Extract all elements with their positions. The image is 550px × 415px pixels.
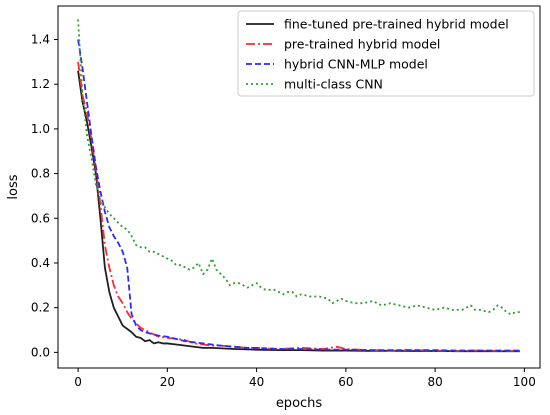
x-tick-label: 40 <box>249 375 264 389</box>
legend-label-0: fine-tuned pre-trained hybrid model <box>284 17 509 32</box>
x-tick-label: 60 <box>338 375 353 389</box>
x-axis-title: epochs <box>276 396 323 411</box>
series-line-2 <box>77 39 520 352</box>
y-tick-label: 0.6 <box>31 211 50 225</box>
y-tick-label: 0.2 <box>31 301 50 315</box>
legend-label-3: multi-class CNN <box>284 77 383 92</box>
legend-box <box>237 10 535 97</box>
series-layer <box>77 19 520 353</box>
x-tick-label: 0 <box>74 375 82 389</box>
legend-label-1: pre-trained hybrid model <box>284 37 440 52</box>
y-tick-label: 0.4 <box>31 256 50 270</box>
x-tick-label: 100 <box>513 375 536 389</box>
x-tick-label: 80 <box>427 375 442 389</box>
series-line-1 <box>77 61 520 352</box>
legend-label-2: hybrid CNN-MLP model <box>284 57 428 72</box>
y-axis-title: loss <box>6 174 21 199</box>
legend: fine-tuned pre-trained hybrid model pre-t… <box>237 10 535 97</box>
plot-frame <box>57 5 541 369</box>
y-tick-label: 1.2 <box>31 77 50 91</box>
y-tick-label: 0.0 <box>31 345 50 359</box>
y-tick-label: 1.0 <box>31 122 50 136</box>
x-tick-label: 20 <box>160 375 175 389</box>
y-tick-label: 1.4 <box>31 33 50 47</box>
y-tick-label: 0.8 <box>31 167 50 181</box>
axes-layer: 0 20 40 60 80 100 0.0 0.2 0.4 0.6 0.8 1.0 1.2 1.4 epoc… <box>6 5 541 411</box>
